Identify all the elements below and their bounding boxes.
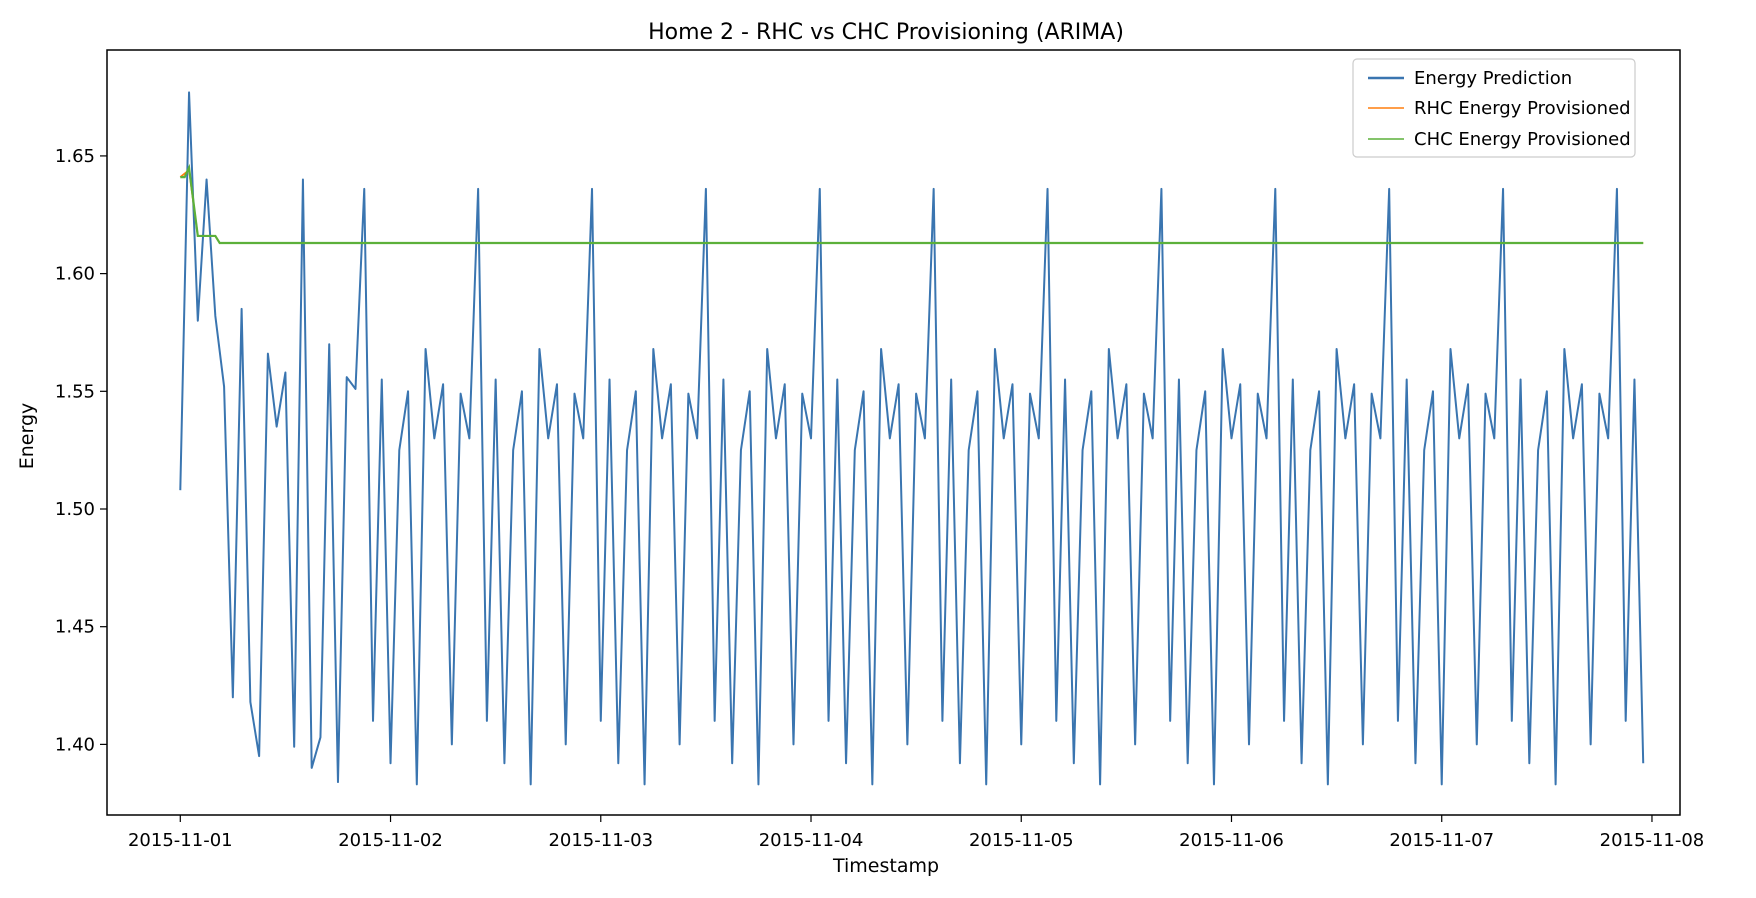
legend-label-energy-prediction: Energy Prediction xyxy=(1414,68,1572,89)
legend: Energy Prediction RHC Energy Provisioned… xyxy=(1352,58,1636,158)
y-axis: 1.40 1.45 1.50 1.55 1.60 1.65 xyxy=(55,146,107,755)
legend-box xyxy=(1352,58,1636,158)
chart-title: Home 2 - RHC vs CHC Provisioning (ARIMA) xyxy=(648,20,1124,45)
x-tick-label: 2015-11-07 xyxy=(1389,830,1494,851)
series-layer xyxy=(179,91,1645,786)
y-tick-label: 1.40 xyxy=(55,734,95,755)
legend-label-rhc-energy-provisioned: RHC Energy Provisioned xyxy=(1414,98,1631,119)
plot-frame xyxy=(106,49,1681,816)
x-axis-label: Timestamp xyxy=(832,855,939,877)
y-tick-label: 1.45 xyxy=(55,617,95,638)
y-tick-label: 1.55 xyxy=(55,381,95,402)
y-tick-label: 1.50 xyxy=(55,499,95,520)
x-tick-label: 2015-11-02 xyxy=(338,830,443,851)
x-tick-label: 2015-11-08 xyxy=(1600,830,1705,851)
y-tick-label: 1.65 xyxy=(55,146,95,167)
y-axis-label: Energy xyxy=(16,403,38,470)
x-tick-label: 2015-11-01 xyxy=(128,830,233,851)
y-tick-label: 1.60 xyxy=(55,264,95,285)
legend-label-chc-energy-provisioned: CHC Energy Provisioned xyxy=(1414,129,1631,150)
x-tick-label: 2015-11-05 xyxy=(969,830,1074,851)
x-tick-label: 2015-11-06 xyxy=(1179,830,1284,851)
x-axis: 2015-11-01 2015-11-02 2015-11-03 2015-11-04… xyxy=(128,815,1704,851)
series-line-chc-energy-provisioned xyxy=(180,163,1644,245)
x-tick-label: 2015-11-03 xyxy=(548,830,653,851)
x-tick-label: 2015-11-04 xyxy=(759,830,864,851)
series-line-energy-prediction xyxy=(179,91,1645,786)
plot-area: 2015-11-01 2015-11-02 2015-11-03 2015-11-04… xyxy=(55,49,1704,851)
